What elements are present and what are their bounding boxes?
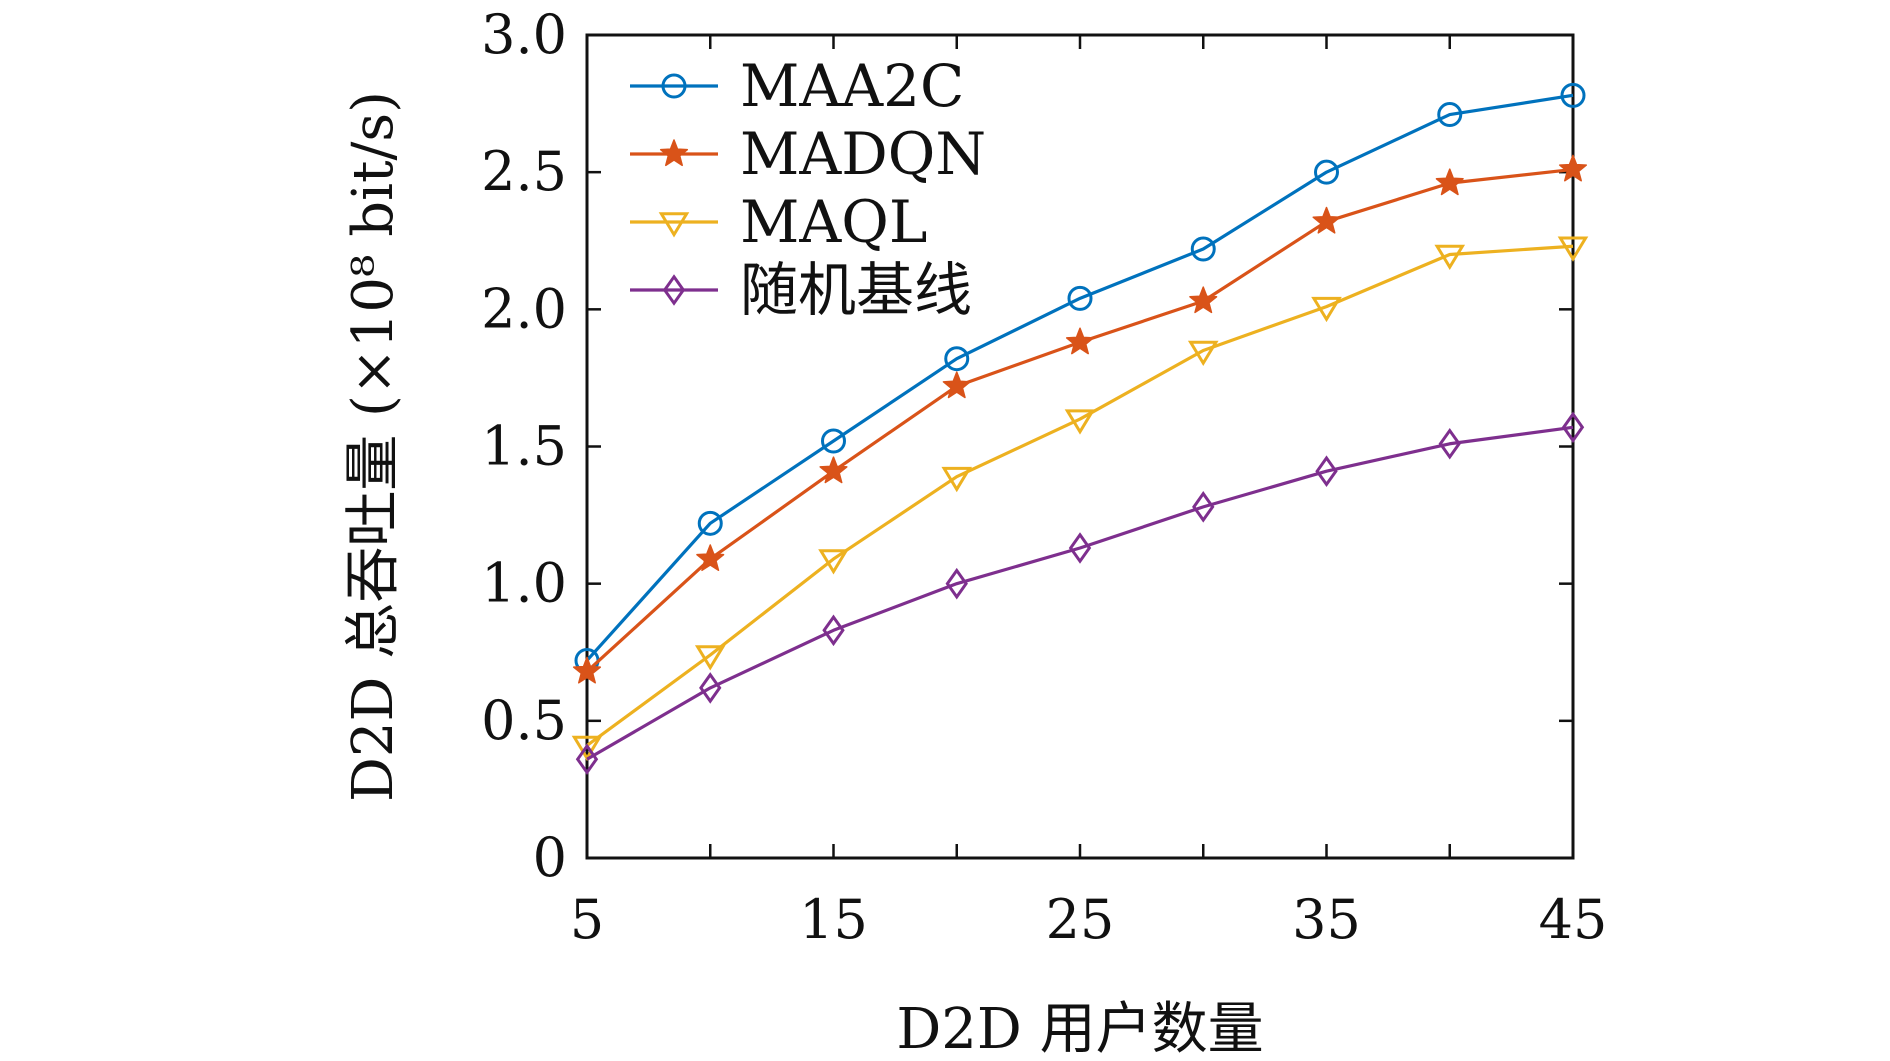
legend-marker [659, 139, 689, 167]
data-point [944, 346, 970, 372]
data-point [1434, 244, 1466, 271]
data-point [1187, 340, 1219, 367]
data-point [1560, 82, 1586, 108]
data-point [818, 549, 849, 575]
y-tick-label: 2.0 [481, 277, 567, 340]
data-point [1067, 285, 1093, 311]
legend-marker [661, 73, 687, 99]
series-line [586, 244, 1574, 747]
x-axis-title: D2D 用户数量 [896, 997, 1263, 1061]
x-tick-label: 25 [1046, 888, 1115, 951]
plot-frame [585, 33, 1575, 860]
axes: 0 0.5 1.0 1.5 2.0 2.5 3.0 5 15 25 35 45 [481, 3, 1607, 951]
y-tick-label: 0 [533, 826, 567, 889]
legend-marker [658, 212, 690, 238]
data-point [575, 743, 599, 776]
data-point [1314, 159, 1339, 185]
data-point [1557, 236, 1589, 262]
legend-label: MADQN [740, 120, 986, 188]
series-0 [574, 82, 1586, 673]
data-point [571, 735, 603, 762]
data-point [942, 371, 971, 399]
series-1 [572, 154, 1588, 684]
series-lines [571, 82, 1589, 776]
data-point [1312, 206, 1341, 234]
x-tick-label: 5 [570, 888, 604, 951]
data-point [941, 466, 973, 493]
y-axis-title: D2D 总吞吐量 (×10⁸ bit/s) [341, 91, 406, 802]
data-point [1561, 411, 1585, 444]
y-tick-label: 0.5 [481, 689, 567, 752]
data-point [697, 510, 723, 536]
data-point [699, 672, 722, 704]
data-point [1068, 532, 1092, 564]
data-point [1192, 491, 1215, 523]
legend-label: MAQL [740, 188, 927, 256]
series-3 [575, 411, 1585, 776]
data-point [1438, 427, 1461, 460]
data-point [694, 645, 726, 671]
x-tick-label: 45 [1539, 888, 1608, 951]
data-point [1189, 286, 1218, 314]
data-point [1558, 154, 1588, 182]
x-tick-label: 15 [799, 888, 868, 951]
data-point [696, 544, 725, 572]
y-tick-label: 1.5 [481, 415, 567, 478]
data-point [945, 567, 968, 600]
data-point [822, 614, 845, 647]
series-line [585, 93, 1574, 662]
data-point [1315, 455, 1338, 487]
data-point [1190, 236, 1216, 262]
data-point [1065, 327, 1095, 355]
data-point [1064, 409, 1096, 435]
y-tick-label: 3.0 [481, 3, 567, 66]
legend-marker [662, 274, 686, 306]
legend-label: 随机基线 [740, 256, 972, 324]
data-point [1437, 102, 1463, 128]
data-point [1311, 296, 1342, 323]
series-2 [571, 236, 1589, 762]
data-point [819, 456, 848, 484]
legend-label: MAA2C [740, 52, 964, 120]
data-point [572, 656, 602, 684]
x-tick-label: 35 [1292, 888, 1361, 951]
y-tick-label: 1.0 [481, 552, 567, 615]
y-tick-label: 2.5 [481, 140, 567, 203]
data-point [821, 428, 846, 454]
data-point [1435, 168, 1464, 196]
series-line [586, 425, 1574, 761]
